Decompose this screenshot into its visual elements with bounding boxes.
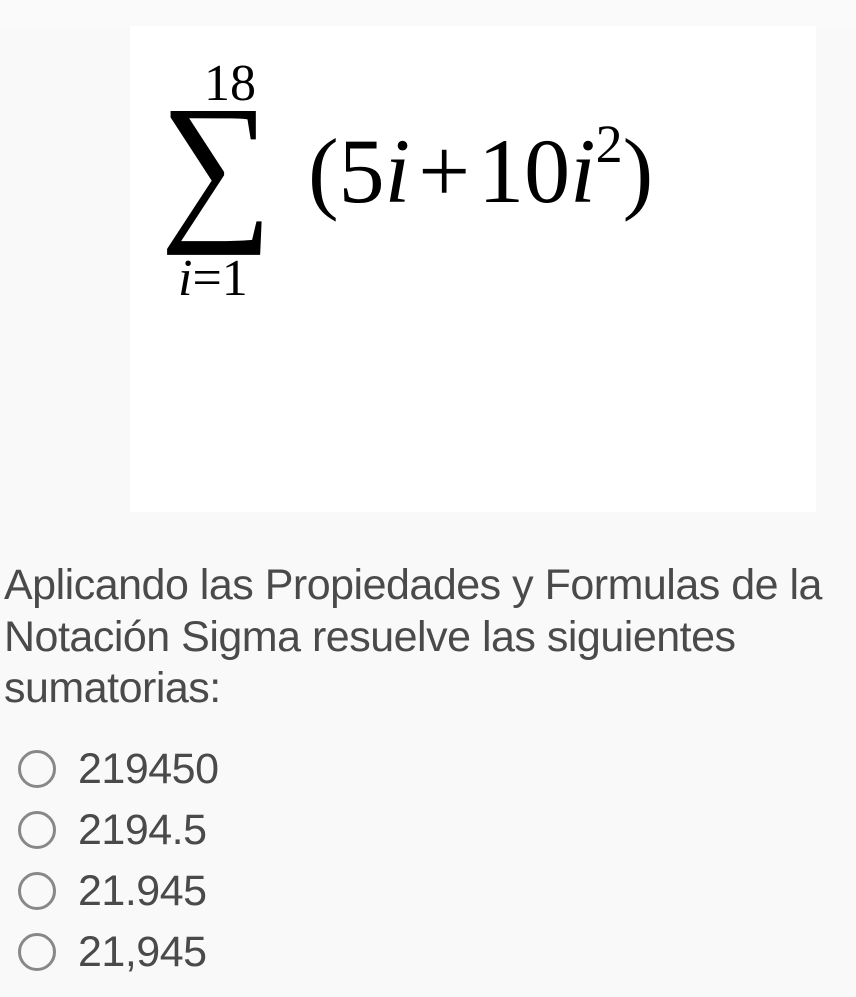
lower-var: i (178, 250, 192, 307)
option-label: 21,945 (78, 928, 207, 977)
option-row[interactable]: 21.945 (18, 867, 856, 916)
option-row[interactable]: 2194.5 (18, 806, 856, 855)
lower-eq: = (192, 250, 221, 307)
lower-limit: i=1 (178, 249, 248, 308)
coef2: 10 (478, 120, 570, 222)
var2: i (570, 120, 596, 222)
lower-val: 1 (222, 250, 248, 307)
option-label: 21.945 (78, 867, 207, 916)
formula-image: 18 ∑ i=1 (5i+10i2) (130, 26, 816, 512)
sigma-symbol: ∑ (160, 82, 273, 248)
top-bar (0, 0, 856, 26)
option-label: 2194.5 (78, 806, 207, 855)
exponent: 2 (596, 114, 623, 174)
radio-icon[interactable] (18, 811, 56, 849)
summand: (5i+10i2) (308, 118, 653, 224)
var1: i (385, 120, 411, 222)
question-text: Aplicando las Propiedades y Formulas de … (0, 512, 856, 715)
radio-icon[interactable] (18, 872, 56, 910)
paren-open: ( (308, 120, 339, 222)
paren-close: ) (623, 120, 654, 222)
radio-icon[interactable] (18, 750, 56, 788)
options-list: 219450 2194.5 21.945 21,945 (0, 715, 856, 977)
coef1: 5 (339, 120, 385, 222)
option-row[interactable]: 21,945 (18, 928, 856, 977)
option-row[interactable]: 219450 (18, 745, 856, 794)
option-label: 219450 (78, 745, 219, 794)
radio-icon[interactable] (18, 933, 56, 971)
plus: + (418, 120, 470, 222)
